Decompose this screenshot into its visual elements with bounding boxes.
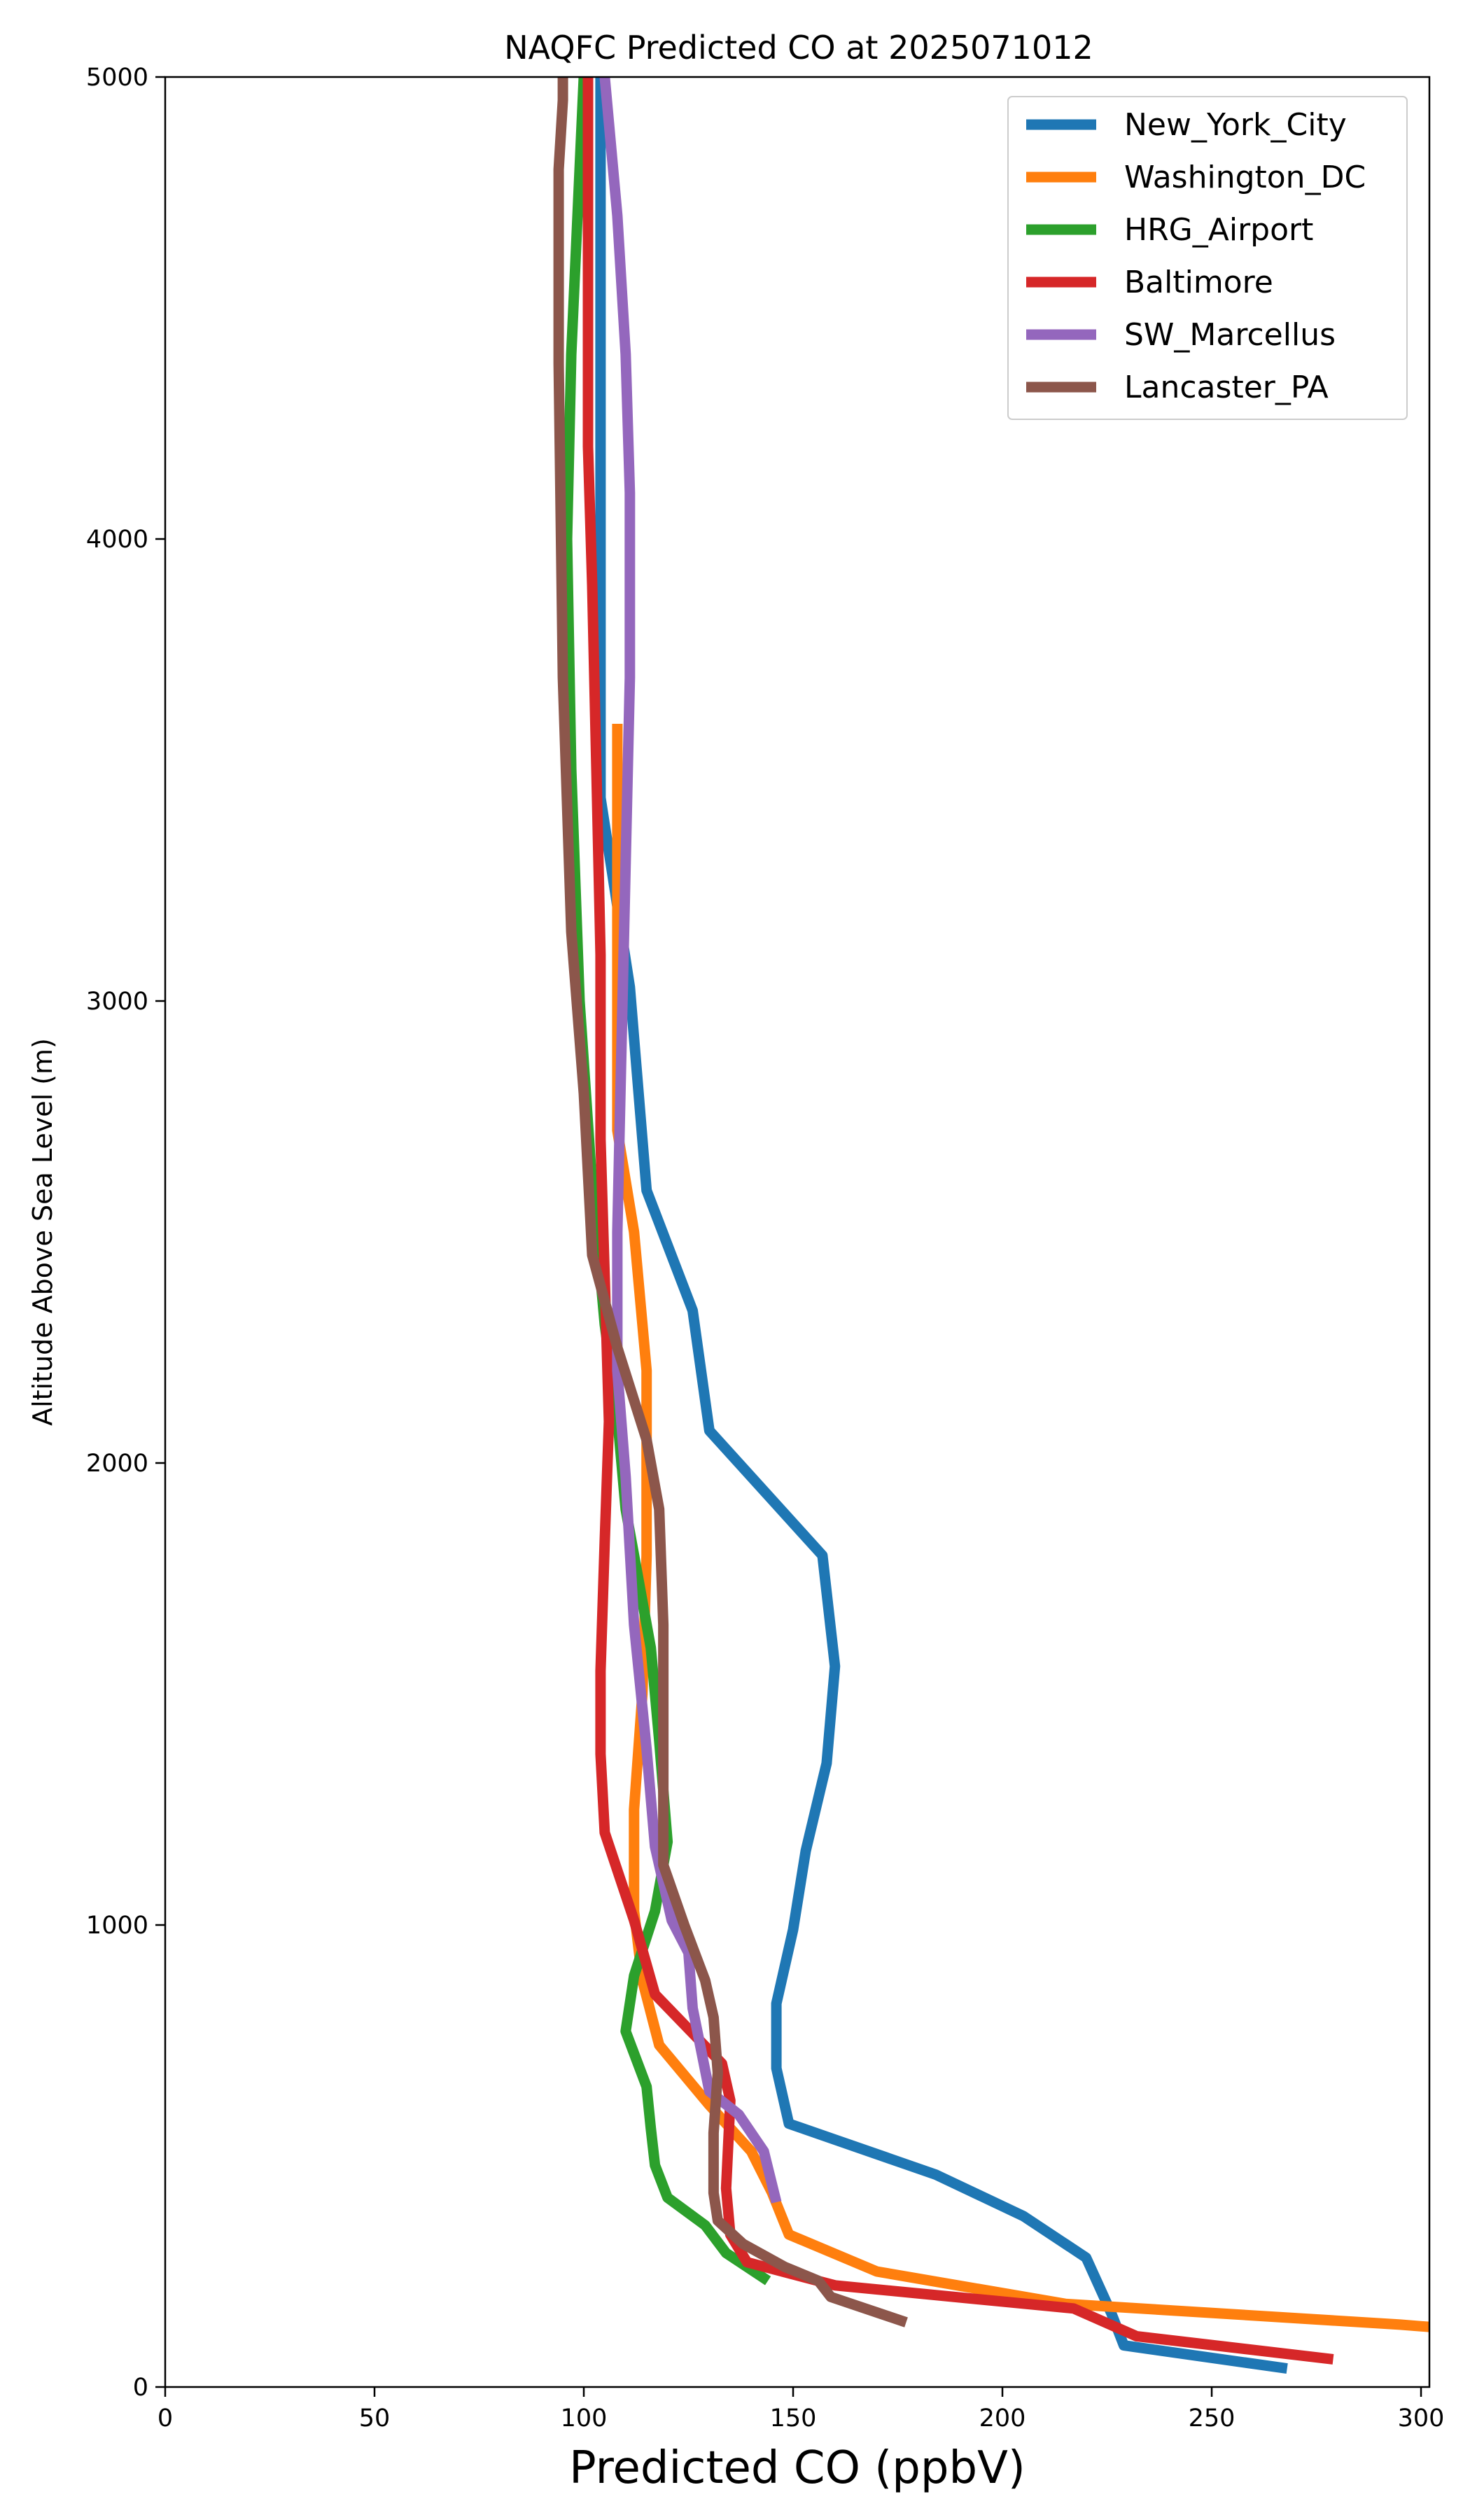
x-tick-label: 250 <box>1189 2404 1236 2432</box>
y-tick-label: 2000 <box>86 1450 148 1478</box>
chart-title: NAQFC Predicted CO at 2025071012 <box>504 29 1093 66</box>
legend-box <box>1007 96 1408 420</box>
legend: New_York_City Washington_DC HRG_Airport Bal… <box>1007 96 1408 420</box>
y-axis-label: Altitude Above Sea Level (m) <box>27 1038 58 1426</box>
y-tick-label: 1000 <box>86 1912 148 1940</box>
x-tick-label: 100 <box>561 2404 608 2432</box>
y-tick-label: 5000 <box>86 64 148 92</box>
x-tick-label: 0 <box>158 2404 173 2432</box>
x-axis: 0 50 100 150 200 250 300 <box>158 2387 1445 2432</box>
y-tick-label: 4000 <box>86 526 148 554</box>
y-axis: 0 1000 2000 3000 4000 5000 <box>86 64 165 2402</box>
x-tick-label: 150 <box>770 2404 817 2432</box>
x-tick-label: 200 <box>979 2404 1026 2432</box>
legend-label: Lancaster_PA <box>1124 370 1329 405</box>
legend-label: SW_Marcellus <box>1124 317 1336 353</box>
series-line-sw-marcellus <box>599 77 782 2204</box>
series-layer <box>553 77 1429 2374</box>
legend-label: Washington_DC <box>1124 160 1366 195</box>
series-line-baltimore <box>582 77 1334 2365</box>
y-tick-label: 0 <box>133 2374 148 2402</box>
plot-frame <box>164 76 1431 2388</box>
legend-label: HRG_Airport <box>1124 212 1313 248</box>
x-tick-label: 50 <box>359 2404 391 2432</box>
series-line-new-york-city <box>595 77 1288 2374</box>
y-tick-label: 3000 <box>86 988 148 1016</box>
series-line-lancaster-pa <box>553 77 908 2328</box>
legend-label: New_York_City <box>1124 107 1347 143</box>
series-line-hrg-airport <box>561 77 771 2286</box>
x-tick-label: 300 <box>1398 2404 1445 2432</box>
plot-area <box>164 76 1431 2388</box>
legend-label: Baltimore <box>1124 265 1273 300</box>
x-axis-label: Predicted CO (ppbV) <box>569 2442 1026 2494</box>
